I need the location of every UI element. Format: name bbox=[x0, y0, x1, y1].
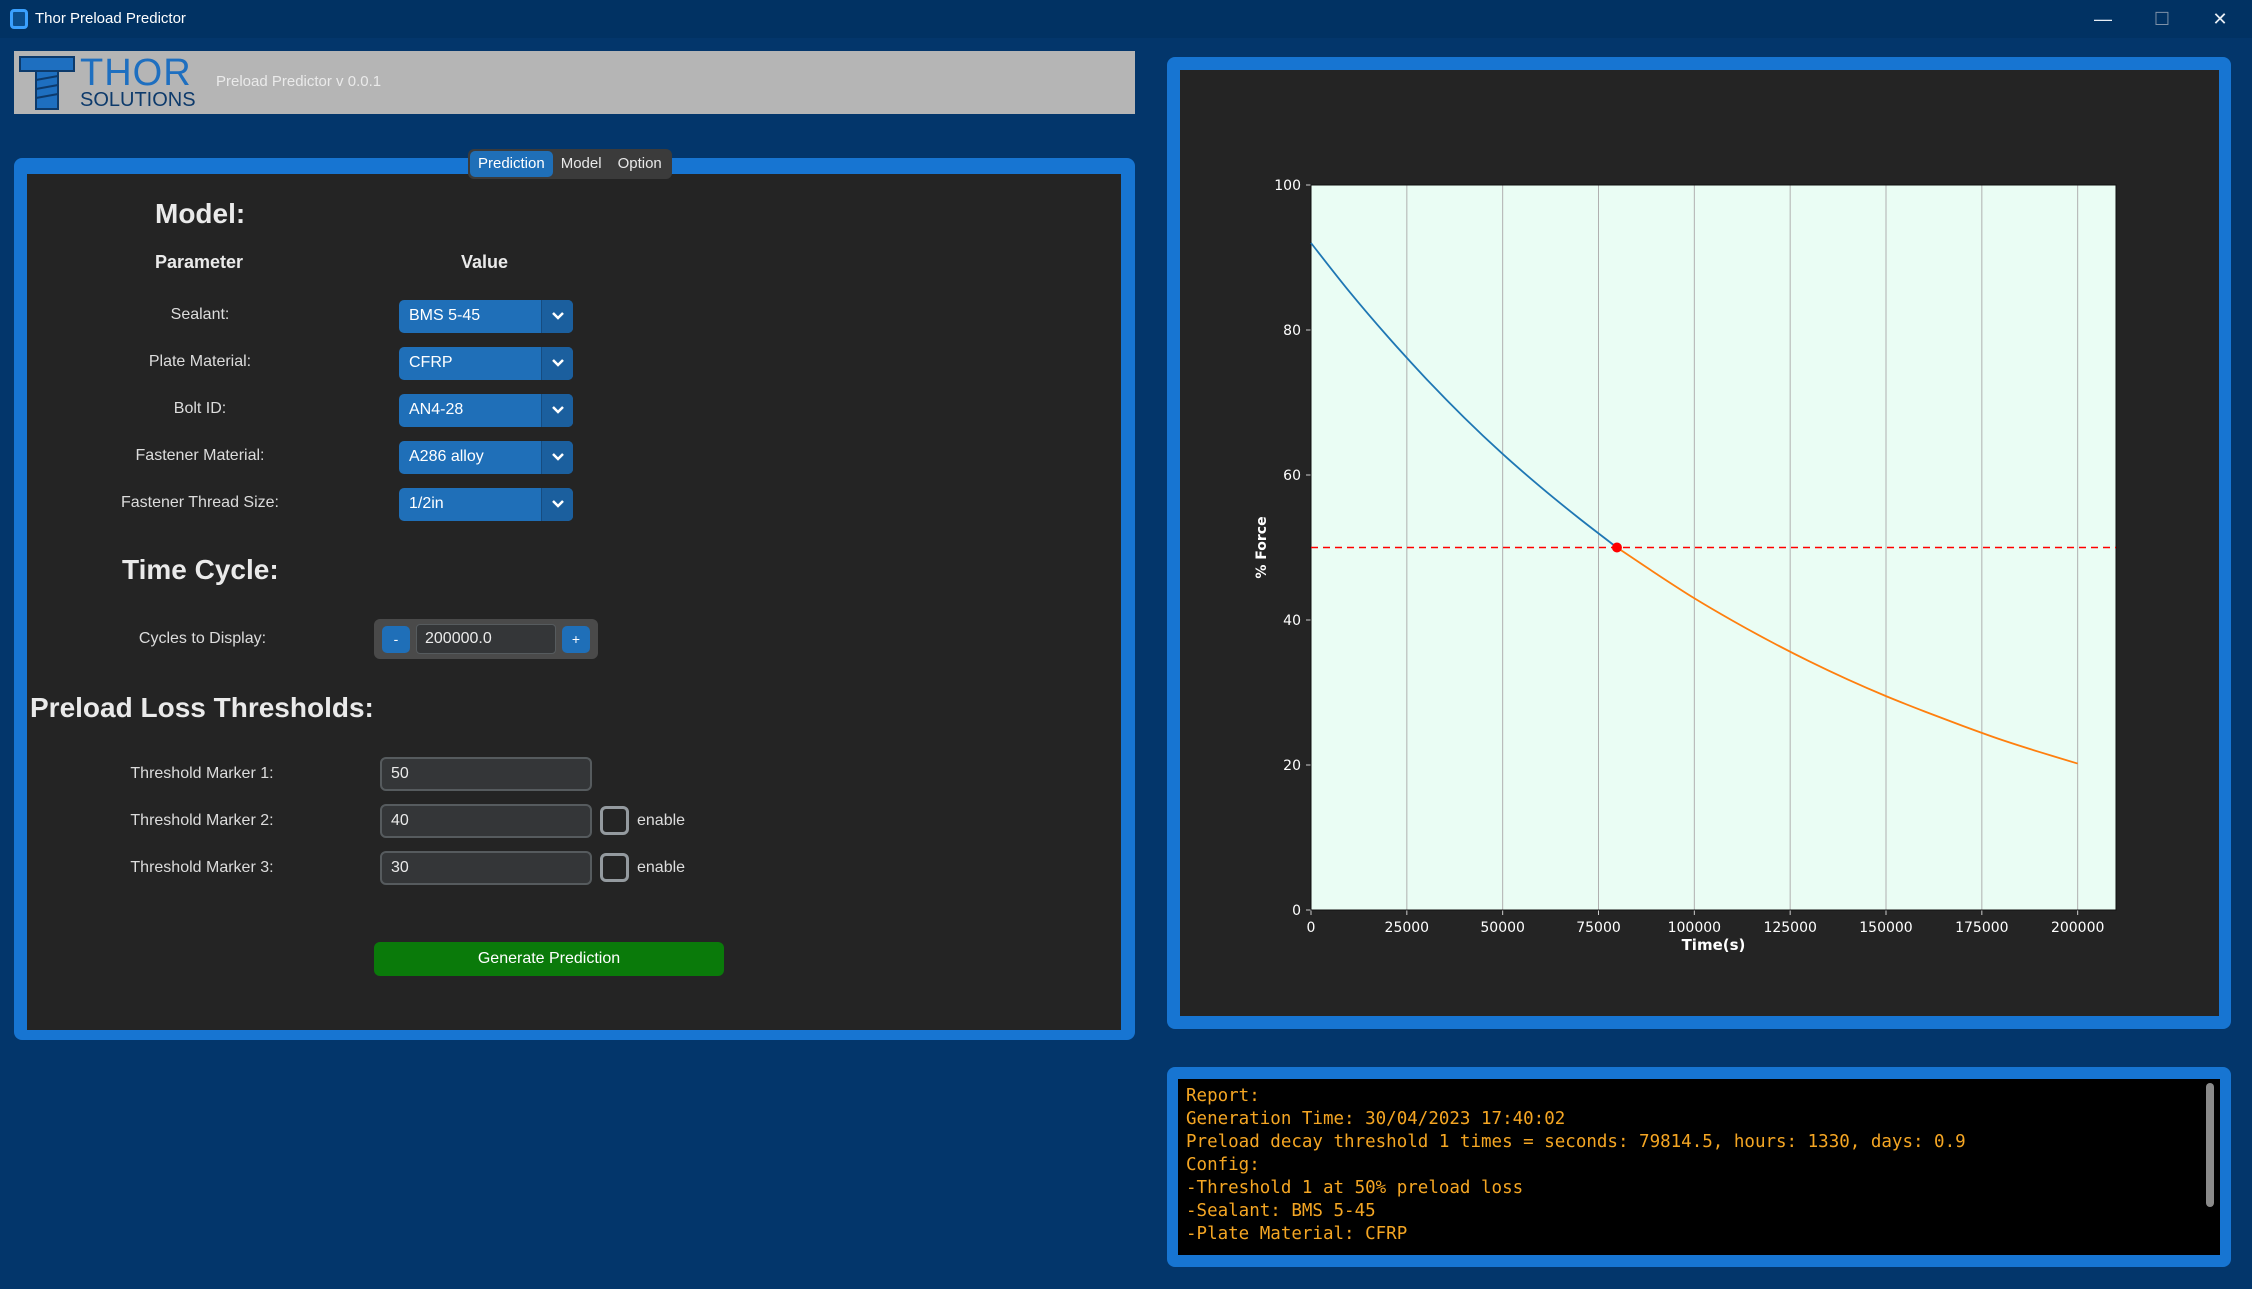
threshold-3-enable-label: enable bbox=[637, 859, 686, 876]
report-line: Config: bbox=[1186, 1155, 1260, 1175]
threshold-crossing-point bbox=[1611, 542, 1622, 553]
x-axis-label: Time(s) bbox=[1682, 936, 1746, 954]
report-line: -Plate Material: CFRP bbox=[1186, 1224, 1408, 1244]
threshold-3-enable-checkbox[interactable] bbox=[600, 853, 629, 882]
app-icon bbox=[10, 9, 28, 29]
tab-prediction[interactable]: Prediction bbox=[470, 151, 553, 177]
y-tick-label: 0 bbox=[1292, 903, 1301, 919]
sealant-value: BMS 5-45 bbox=[409, 307, 481, 324]
y-tick-label: 80 bbox=[1283, 323, 1301, 339]
x-tick-label: 0 bbox=[1307, 920, 1316, 936]
parameter-column-header: Parameter bbox=[155, 252, 244, 272]
chevron-down-icon[interactable] bbox=[541, 347, 573, 380]
x-tick-label: 200000 bbox=[2051, 920, 2104, 936]
x-tick-label: 175000 bbox=[1955, 920, 2008, 936]
x-tick-label: 25000 bbox=[1385, 920, 1430, 936]
fastener-material-label: Fastener Material: bbox=[135, 447, 265, 464]
tab-model[interactable]: Model bbox=[560, 155, 602, 172]
y-tick-label: 60 bbox=[1283, 468, 1301, 484]
fastener-material-value: A286 alloy bbox=[409, 448, 484, 465]
model-heading: Model: bbox=[155, 198, 246, 229]
app-version: Preload Predictor v 0.0.1 bbox=[216, 73, 382, 90]
increment-button[interactable]: + bbox=[562, 626, 590, 653]
x-tick-label: 100000 bbox=[1668, 920, 1721, 936]
report-line: -Sealant: BMS 5-45 bbox=[1186, 1201, 1376, 1221]
thread-size-dropdown[interactable]: 1/2in bbox=[399, 488, 573, 521]
chevron-down-icon[interactable] bbox=[541, 394, 573, 427]
cycles-input[interactable]: 200000.0 bbox=[416, 624, 556, 654]
tab-option[interactable]: Option bbox=[617, 155, 662, 172]
decrement-button[interactable]: - bbox=[382, 626, 410, 653]
logo-title: THOR bbox=[80, 52, 192, 94]
bolt-id-dropdown[interactable]: AN4-28 bbox=[399, 394, 573, 427]
report-line: Report: bbox=[1186, 1086, 1260, 1106]
chevron-down-icon[interactable] bbox=[541, 488, 573, 521]
bolt-logo-icon bbox=[19, 56, 75, 110]
title-bar: Thor Preload Predictor — ☐ ✕ bbox=[0, 0, 2252, 38]
minimize-button[interactable]: — bbox=[2094, 9, 2112, 29]
report-panel: Report: Generation Time: 30/04/2023 17:40… bbox=[1178, 1079, 2220, 1255]
cycles-stepper: - 200000.0 + bbox=[374, 619, 598, 659]
thread-size-label: Fastener Thread Size: bbox=[120, 494, 279, 511]
threshold-1-label: Threshold Marker 1: bbox=[130, 765, 274, 782]
plate-material-dropdown[interactable]: CFRP bbox=[399, 347, 573, 380]
chevron-down-icon[interactable] bbox=[541, 300, 573, 333]
cycles-label: Cycles to Display: bbox=[138, 630, 267, 647]
decay-chart: 0 25000 50000 75000 100000 125000 150000 175000… bbox=[1254, 178, 2117, 954]
generate-prediction-button[interactable]: Generate Prediction bbox=[374, 942, 724, 976]
prediction-panel bbox=[27, 174, 1121, 1030]
report-scrollbar[interactable] bbox=[2206, 1083, 2214, 1207]
series-line-2 bbox=[1616, 546, 2078, 765]
close-button[interactable]: ✕ bbox=[2212, 9, 2228, 29]
sealant-dropdown[interactable]: BMS 5-45 bbox=[399, 300, 573, 333]
threshold-2-label: Threshold Marker 2: bbox=[130, 812, 274, 829]
plate-material-value: CFRP bbox=[409, 354, 453, 371]
thread-size-value: 1/2in bbox=[409, 495, 444, 512]
maximize-button[interactable]: ☐ bbox=[2153, 9, 2171, 29]
value-column-header: Value bbox=[461, 252, 509, 272]
thresholds-heading: Preload Loss Thresholds: bbox=[30, 692, 374, 723]
x-tick-label: 150000 bbox=[1859, 920, 1912, 936]
threshold-2-enable-checkbox[interactable] bbox=[600, 806, 629, 835]
x-tick-label: 125000 bbox=[1763, 920, 1816, 936]
y-tick-label: 40 bbox=[1283, 613, 1301, 629]
threshold-3-input[interactable]: 30 bbox=[380, 851, 592, 885]
series-line-1 bbox=[1310, 242, 1618, 549]
header-banner: THOR SOLUTIONS Preload Predictor v 0.0.1 bbox=[14, 51, 1135, 114]
threshold-1-input[interactable]: 50 bbox=[380, 757, 592, 791]
time-cycle-heading: Time Cycle: bbox=[122, 554, 279, 585]
sealant-label: Sealant: bbox=[170, 306, 230, 323]
fastener-material-dropdown[interactable]: A286 alloy bbox=[399, 441, 573, 474]
x-tick-label: 75000 bbox=[1576, 920, 1621, 936]
y-tick-label: 100 bbox=[1274, 178, 1301, 194]
report-line: Generation Time: 30/04/2023 17:40:02 bbox=[1186, 1109, 1566, 1129]
bolt-id-label: Bolt ID: bbox=[173, 400, 227, 417]
window-title: Thor Preload Predictor bbox=[35, 10, 186, 27]
bolt-id-value: AN4-28 bbox=[409, 401, 464, 418]
report-line: Preload decay threshold 1 times = second… bbox=[1186, 1132, 1966, 1152]
report-line: -Threshold 1 at 50% preload loss bbox=[1186, 1178, 1524, 1198]
y-axis-label: % Force bbox=[1254, 516, 1270, 578]
logo-subtitle: SOLUTIONS bbox=[80, 89, 196, 111]
tab-bar: Prediction Model Option bbox=[468, 149, 672, 179]
plate-material-label: Plate Material: bbox=[148, 353, 252, 370]
x-tick-label: 50000 bbox=[1480, 920, 1525, 936]
threshold-3-label: Threshold Marker 3: bbox=[130, 859, 274, 876]
threshold-2-enable-label: enable bbox=[637, 812, 686, 829]
y-tick-label: 20 bbox=[1283, 758, 1301, 774]
report-text: Report: Generation Time: 30/04/2023 17:40… bbox=[1186, 1085, 1966, 1246]
chevron-down-icon[interactable] bbox=[541, 441, 573, 474]
threshold-2-input[interactable]: 40 bbox=[380, 804, 592, 838]
